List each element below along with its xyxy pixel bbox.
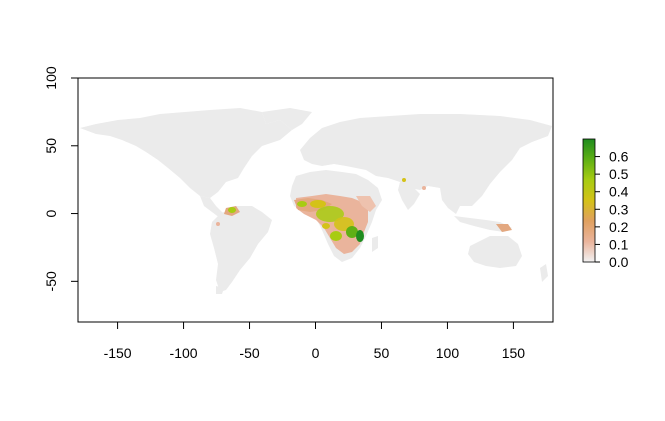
x-tick-label: -150 bbox=[104, 345, 132, 361]
eurasia-landmass bbox=[300, 114, 552, 206]
congo-hotspot bbox=[330, 231, 342, 241]
legend-tick-label: 0.0 bbox=[609, 254, 629, 270]
congo-hotspot bbox=[310, 200, 326, 208]
y-tick-label: 0 bbox=[43, 209, 59, 217]
central-america-landmass bbox=[200, 196, 228, 218]
y-tick-label: 100 bbox=[43, 66, 59, 90]
congo-hotspot bbox=[356, 230, 364, 242]
greenland-landmass bbox=[262, 108, 312, 130]
suitability-overlay bbox=[216, 178, 512, 254]
x-tick-label: 100 bbox=[436, 345, 460, 361]
legend-tick-label: 0.1 bbox=[609, 236, 629, 252]
congo-hotspot bbox=[316, 206, 344, 222]
australia-landmass bbox=[468, 236, 522, 268]
x-tick-label: 50 bbox=[374, 345, 390, 361]
y-tick-label: -50 bbox=[43, 271, 59, 291]
legend-tick-label: 0.2 bbox=[609, 219, 629, 235]
x-tick-label: 150 bbox=[502, 345, 526, 361]
x-tick-label: -100 bbox=[170, 345, 198, 361]
india-landmass bbox=[398, 182, 420, 210]
legend-tick-label: 0.6 bbox=[609, 149, 629, 165]
south-america-hotspot bbox=[216, 222, 220, 226]
color-legend: 0.0 0.10.2 0.30.4 0.50.6 bbox=[582, 138, 629, 270]
east-africa-region bbox=[356, 196, 376, 212]
north-america-landmass bbox=[80, 108, 292, 198]
y-axis: -50 0 50 100 bbox=[43, 66, 79, 291]
south-america-landmass bbox=[210, 206, 272, 292]
legend-tick-label: 0.5 bbox=[609, 166, 629, 182]
congo-hotspot bbox=[346, 226, 358, 238]
south-asia-hotspot bbox=[402, 178, 406, 182]
southeast-asia-landmass bbox=[440, 188, 460, 214]
madagascar-landmass bbox=[372, 236, 378, 252]
legend-tick-label: 0.4 bbox=[609, 184, 629, 200]
new-zealand-landmass bbox=[540, 264, 548, 282]
new-guinea-region bbox=[496, 224, 512, 232]
south-america-hotspot bbox=[228, 207, 236, 213]
legend-color-bar bbox=[582, 138, 596, 263]
x-axis: -150 -100 -50 0 50 100 150 bbox=[104, 321, 526, 361]
legend-tick-label: 0.3 bbox=[609, 201, 629, 217]
y-tick-label: 50 bbox=[43, 138, 59, 154]
indonesia-landmass bbox=[454, 216, 512, 232]
south-asia-hotspot bbox=[422, 186, 426, 190]
x-tick-label: -50 bbox=[239, 345, 259, 361]
congo-hotspot bbox=[297, 201, 307, 207]
tierra-del-fuego bbox=[216, 286, 224, 294]
x-tick-label: 0 bbox=[312, 345, 320, 361]
congo-hotspot bbox=[322, 223, 330, 229]
